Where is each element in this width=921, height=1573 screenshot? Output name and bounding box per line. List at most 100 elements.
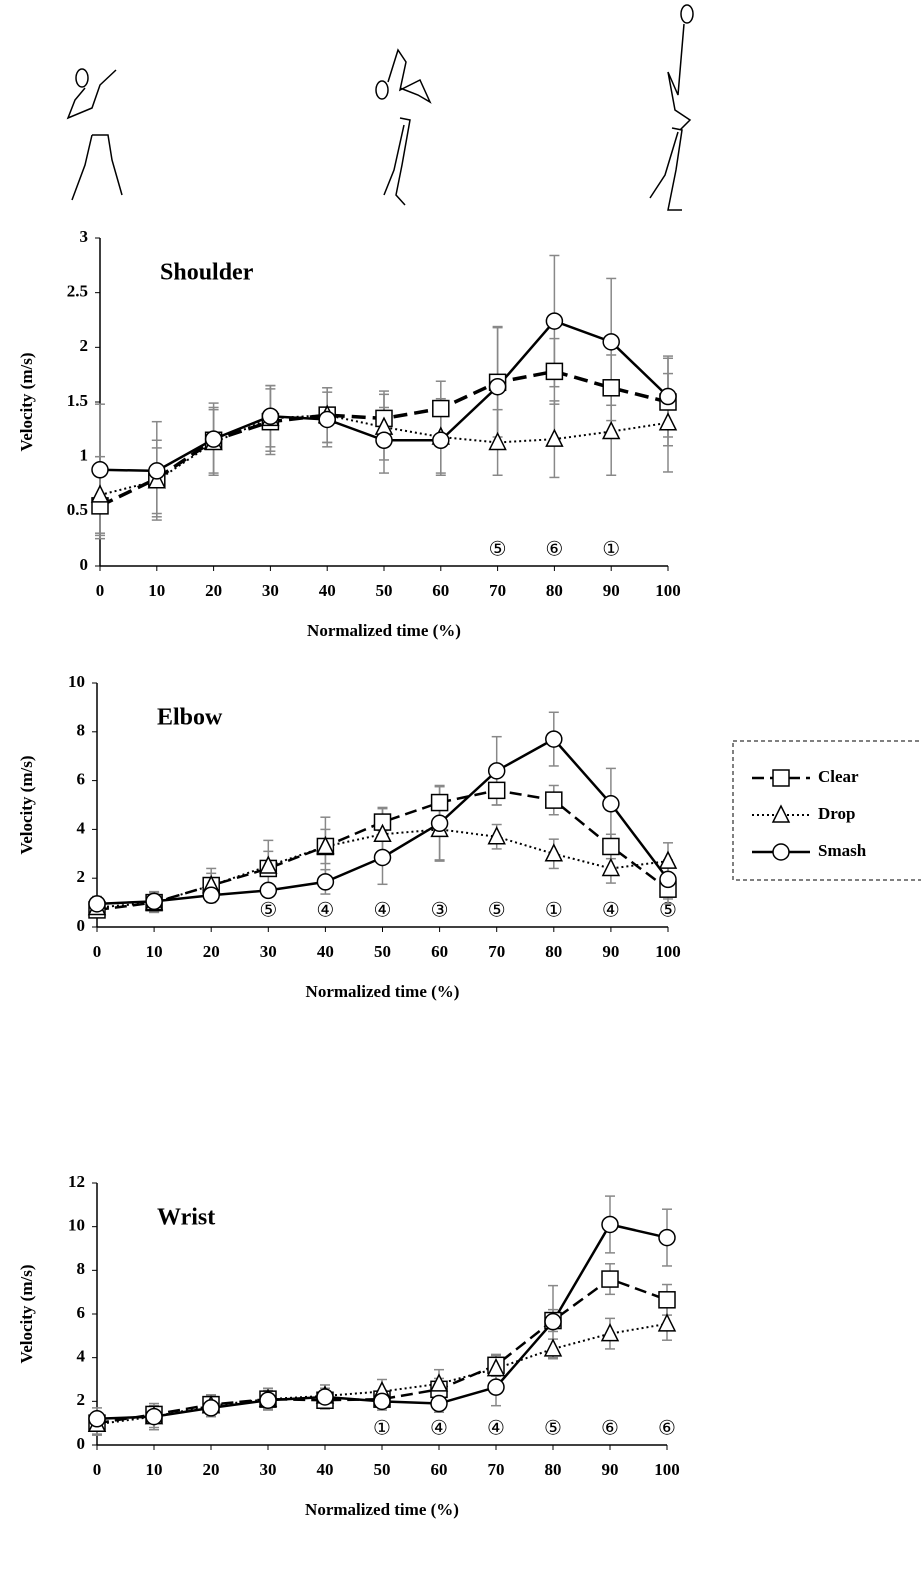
annotation: ④ bbox=[602, 898, 620, 922]
x-tick-label: 60 bbox=[432, 581, 449, 600]
y-tick-label: 8 bbox=[77, 1259, 86, 1278]
annotation: ⑥ bbox=[658, 1416, 676, 1440]
marker bbox=[318, 410, 336, 429]
x-tick-label: 0 bbox=[93, 942, 102, 961]
x-tick-label: 40 bbox=[319, 581, 336, 600]
marker bbox=[544, 843, 564, 862]
marker bbox=[373, 1392, 391, 1411]
annotation: ④ bbox=[316, 898, 334, 922]
series-line bbox=[96, 1322, 668, 1426]
marker bbox=[316, 1388, 334, 1406]
marker bbox=[261, 407, 280, 425]
x-tick-label: 90 bbox=[603, 581, 620, 600]
x-tick-label: 100 bbox=[654, 1460, 680, 1479]
annotation: ⑤ bbox=[259, 898, 277, 922]
y-tick-label: 0.5 bbox=[67, 500, 88, 519]
x-tick-label: 100 bbox=[655, 581, 681, 600]
marker bbox=[88, 895, 106, 913]
marker bbox=[91, 461, 109, 479]
x-axis-label: Normalized time (%) bbox=[307, 621, 461, 640]
marker bbox=[145, 892, 163, 911]
x-tick-label: 20 bbox=[203, 942, 220, 961]
x-tick-label: 10 bbox=[148, 581, 165, 600]
y-tick-label: 12 bbox=[68, 1172, 85, 1191]
x-tick-label: 30 bbox=[262, 581, 279, 600]
marker bbox=[602, 333, 620, 351]
marker bbox=[601, 1270, 619, 1288]
annotation: ⑤ bbox=[544, 1416, 562, 1440]
legend-box bbox=[732, 740, 921, 881]
x-tick-label: 60 bbox=[431, 942, 448, 961]
marker bbox=[601, 420, 621, 440]
chart-title: Shoulder bbox=[160, 260, 254, 286]
marker bbox=[545, 312, 564, 330]
marker bbox=[602, 795, 620, 813]
y-tick-label: 0 bbox=[77, 916, 86, 935]
marker bbox=[432, 399, 450, 418]
x-tick-label: 20 bbox=[203, 1460, 220, 1479]
marker bbox=[487, 781, 506, 800]
annotation: ④ bbox=[487, 1416, 505, 1440]
marker bbox=[430, 1394, 448, 1413]
annotation: ③ bbox=[431, 898, 449, 922]
y-tick-label: 0 bbox=[77, 1434, 86, 1453]
x-tick-label: 40 bbox=[317, 1460, 334, 1479]
x-tick-label: 90 bbox=[602, 1460, 619, 1479]
annotation: ⑥ bbox=[545, 537, 563, 561]
x-tick-label: 10 bbox=[146, 942, 163, 961]
annotation: ④ bbox=[430, 1416, 448, 1440]
y-tick-label: 4 bbox=[77, 1347, 86, 1366]
marker bbox=[488, 431, 507, 451]
x-tick-label: 70 bbox=[488, 942, 505, 961]
x-tick-label: 20 bbox=[205, 581, 222, 600]
x-tick-label: 80 bbox=[545, 942, 562, 961]
y-tick-label: 6 bbox=[77, 770, 86, 789]
marker bbox=[545, 791, 563, 809]
x-tick-label: 50 bbox=[376, 581, 393, 600]
legend-marker bbox=[771, 804, 791, 823]
y-tick-label: 0 bbox=[80, 555, 89, 574]
marker bbox=[544, 1312, 562, 1331]
marker bbox=[145, 1407, 163, 1426]
marker bbox=[204, 430, 223, 448]
marker bbox=[90, 484, 110, 503]
x-tick-label: 70 bbox=[488, 1460, 505, 1479]
x-tick-label: 90 bbox=[602, 942, 619, 961]
y-tick-label: 10 bbox=[68, 672, 85, 691]
x-tick-label: 80 bbox=[545, 1460, 562, 1479]
stick-figures bbox=[66, 4, 694, 211]
y-tick-label: 10 bbox=[68, 1216, 85, 1235]
marker bbox=[375, 431, 393, 450]
marker bbox=[373, 848, 392, 867]
y-tick-label: 2 bbox=[77, 867, 86, 886]
marker bbox=[658, 850, 678, 869]
x-tick-label: 100 bbox=[655, 942, 681, 961]
annotation: ① bbox=[373, 1416, 391, 1440]
y-axis-label: Velocity (m/s) bbox=[17, 353, 36, 452]
marker bbox=[658, 412, 678, 431]
legend-label: Clear bbox=[818, 767, 859, 786]
x-tick-label: 0 bbox=[93, 1460, 102, 1479]
annotation: ① bbox=[602, 537, 620, 561]
x-tick-label: 70 bbox=[489, 581, 506, 600]
marker bbox=[259, 881, 278, 900]
marker bbox=[545, 730, 563, 748]
marker bbox=[488, 377, 507, 396]
y-tick-label: 2.5 bbox=[67, 282, 88, 301]
chart-title: Wrist bbox=[157, 1205, 215, 1231]
legend-marker bbox=[772, 843, 790, 861]
marker bbox=[601, 1215, 619, 1234]
marker bbox=[601, 857, 621, 877]
y-axis-label: Velocity (m/s) bbox=[17, 1265, 36, 1364]
marker bbox=[543, 1338, 563, 1357]
annotation: ⑥ bbox=[601, 1416, 619, 1440]
y-tick-label: 8 bbox=[77, 721, 86, 740]
legend-label: Smash bbox=[818, 841, 867, 860]
marker bbox=[88, 1410, 106, 1428]
marker bbox=[373, 823, 392, 843]
annotation: ⑤ bbox=[488, 898, 506, 922]
x-tick-label: 50 bbox=[374, 1460, 391, 1479]
marker bbox=[429, 1373, 449, 1392]
x-tick-label: 30 bbox=[260, 942, 277, 961]
x-axis-label: Normalized time (%) bbox=[306, 982, 460, 1001]
